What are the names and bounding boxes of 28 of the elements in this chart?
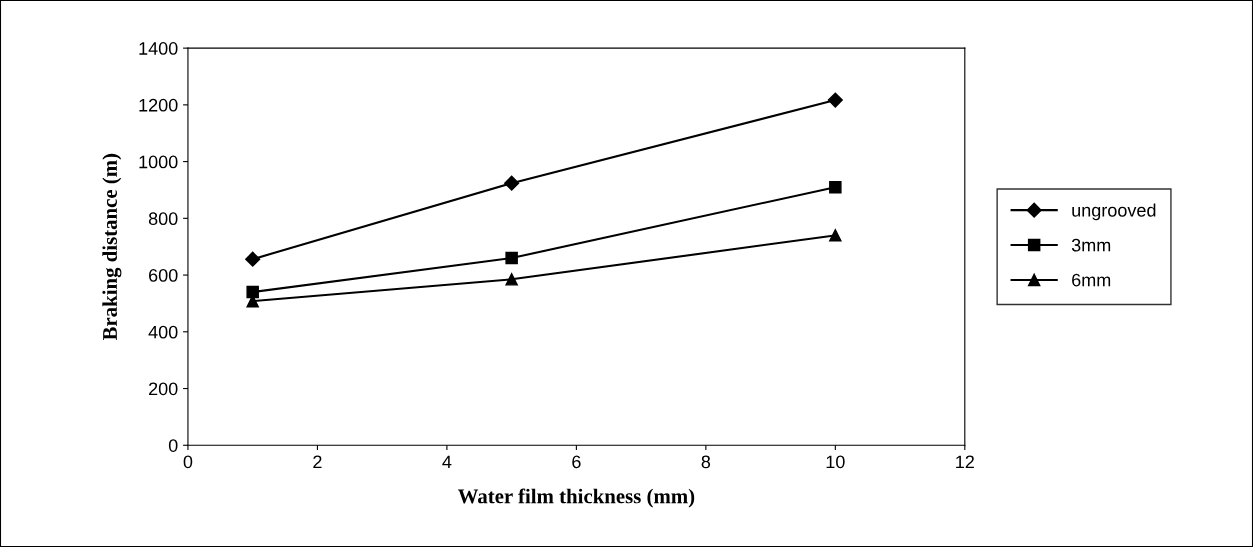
x-tick-label: 4: [442, 455, 452, 469]
y-tick-label: 400: [148, 325, 178, 339]
legend-label: 6mm: [1072, 273, 1111, 287]
y-tick-label: 600: [149, 269, 178, 282]
x-tick-label: 10: [826, 455, 845, 469]
point: [245, 251, 261, 267]
point: [829, 180, 842, 194]
point: [829, 229, 842, 242]
legend-label: 3mm: [1071, 238, 1111, 252]
point: [827, 92, 843, 108]
x-tick-label: 2: [313, 455, 322, 469]
point: [504, 175, 520, 191]
y-tick-label: 1200: [139, 98, 178, 112]
x-axis-title: Water film thickness (mm): [457, 488, 695, 508]
point: [246, 285, 259, 299]
y-tick-label: 0: [168, 439, 178, 452]
point: [505, 251, 518, 265]
y-axis-title: Braking distance (m): [102, 153, 122, 341]
y-tick-label: 1400: [139, 42, 178, 55]
legend-label: ungrooved: [1072, 203, 1156, 221]
y-tick-label: 1000: [139, 155, 178, 169]
x-tick-label: 12: [956, 455, 974, 469]
y-tick-label: 200: [149, 382, 178, 396]
x-tick-label: 0: [183, 455, 193, 469]
point: [505, 273, 518, 286]
x-tick-label: 8: [701, 455, 711, 469]
x-tick-label: 6: [572, 455, 581, 469]
y-tick-label: 800: [148, 212, 178, 226]
